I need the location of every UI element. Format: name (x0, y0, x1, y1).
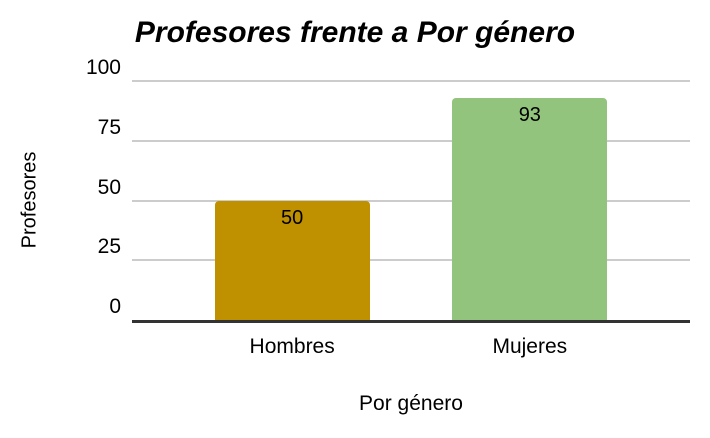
x-axis-title: Por género (359, 392, 463, 415)
category-label-mujeres: Mujeres (492, 335, 568, 358)
y-tick-label-0: 0 (109, 295, 121, 318)
gridline-y-100 (132, 80, 690, 82)
bar-value-label-hombres: 50 (281, 206, 304, 229)
bar-value-label-mujeres: 93 (518, 103, 541, 126)
bar-mujeres[interactable]: 93 (452, 97, 608, 320)
category-label-hombres: Hombres (249, 335, 335, 358)
y-tick-label-25: 25 (97, 235, 121, 259)
y-tick-label-100: 100 (85, 56, 121, 79)
y-axis-title: Profesores (18, 151, 41, 249)
gridline-y-25 (132, 259, 690, 262)
y-tick-label-50: 50 (97, 175, 121, 199)
bar-series: 50 Hombres 93 Mujeres (132, 81, 690, 358)
y-tick-label-75: 75 (97, 115, 121, 139)
gridline-y-75 (132, 139, 690, 142)
bar-hombres[interactable]: 50 (214, 200, 370, 320)
plot-area: 0 25 50 75 100 50 Hombres 93 Mujeres (86, 56, 690, 358)
bar-group-hombres: 50 Hombres (214, 81, 370, 358)
x-axis-line (132, 320, 690, 323)
bar-group-mujeres: 93 Mujeres (452, 81, 608, 358)
gridline-y-50 (132, 199, 690, 202)
chart-title: Profesores frente a Por género (134, 16, 576, 49)
